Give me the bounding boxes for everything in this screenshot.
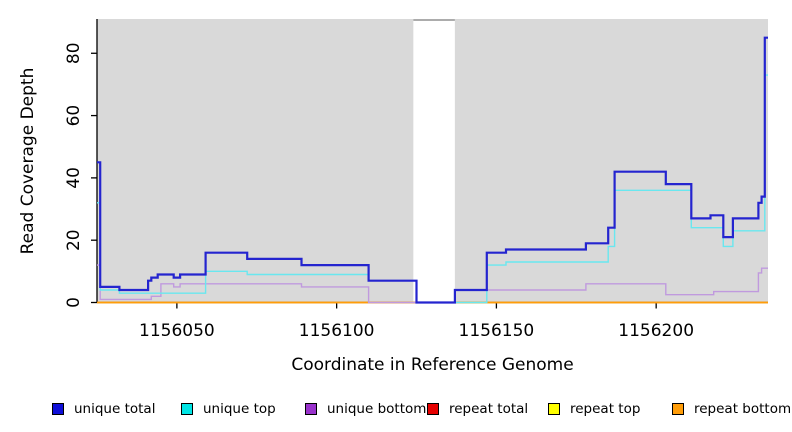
legend: unique total unique top unique bottom repea… [0, 399, 792, 423]
legend-label: repeat top [570, 401, 641, 417]
legend-item-unique-total: unique total [52, 399, 155, 419]
legend-label: unique total [74, 401, 156, 417]
legend-item-unique-bottom: unique bottom [305, 399, 426, 419]
series-line-unique-bottom [97, 264, 768, 304]
legend-item-repeat-top: repeat top [548, 399, 640, 419]
alignment-gap-region [413, 19, 455, 303]
x-tick-label: 1156100 [299, 321, 375, 341]
legend-swatch-repeat-bottom [672, 403, 684, 415]
legend-swatch-unique-total [52, 403, 64, 415]
x-tick-label: 1156050 [139, 321, 215, 341]
legend-swatch-unique-bottom [305, 403, 317, 415]
x-axis-title: Coordinate in Reference Genome [291, 355, 574, 375]
y-tick-label: 40 [64, 167, 84, 189]
y-tick-label: 0 [64, 297, 84, 308]
coverage-plot: 0 20 40 60 80 1156050 1156100 1156150 1156200 [64, 19, 768, 341]
y-axis-title: Read Coverage Depth [18, 67, 38, 255]
legend-swatch-unique-top [181, 403, 193, 415]
y-tick-label: 20 [64, 229, 84, 251]
legend-swatch-repeat-total [427, 403, 439, 415]
legend-label: unique top [203, 401, 276, 417]
series-line-unique-top [97, 74, 768, 304]
legend-item-unique-top: unique top [181, 399, 276, 419]
y-tick-label: 60 [64, 105, 84, 127]
legend-swatch-repeat-top [548, 403, 560, 415]
y-tick-label: 80 [64, 42, 84, 64]
legend-label: repeat bottom [694, 401, 792, 417]
legend-item-repeat-bottom: repeat bottom [672, 399, 791, 419]
x-tick-label: 1156150 [459, 321, 535, 341]
legend-label: unique bottom [327, 401, 427, 417]
x-tick-label: 1156200 [618, 321, 694, 341]
series-line-unique-total [97, 36, 768, 304]
legend-label: repeat total [449, 401, 529, 417]
legend-item-repeat-total: repeat total [427, 399, 528, 419]
